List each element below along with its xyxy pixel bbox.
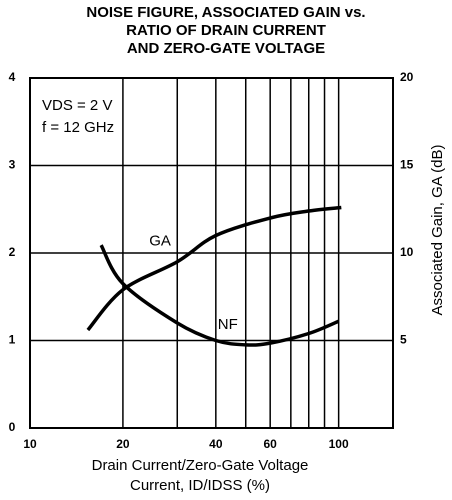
- x-axis-label: Current, ID/IDSS (%): [130, 477, 270, 494]
- y-tick-label: 3: [9, 158, 16, 172]
- y-tick-label: 4: [9, 70, 16, 84]
- y-tick-label: 2: [9, 245, 16, 259]
- y2-tick-label: 15: [400, 158, 414, 172]
- y2-tick-label: 20: [400, 70, 414, 84]
- annotation: VDS = 2 V: [42, 97, 112, 114]
- x-tick-label: 10: [23, 437, 37, 451]
- series-label: GA: [149, 233, 171, 250]
- x-tick-label: 60: [263, 437, 277, 451]
- chart-title: AND ZERO-GATE VOLTAGE: [127, 40, 325, 57]
- x-tick-label: 100: [329, 437, 349, 451]
- series-label: NF: [218, 316, 238, 333]
- chart-title: RATIO OF DRAIN CURRENT: [126, 22, 326, 39]
- plot-frame: [29, 77, 394, 429]
- annotation: f = 12 GHz: [42, 119, 114, 136]
- x-axis-label: Drain Current/Zero-Gate Voltage: [92, 457, 309, 474]
- series-line: [86, 205, 342, 332]
- y-tick-label: 0: [9, 420, 16, 434]
- chart-title: NOISE FIGURE, ASSOCIATED GAIN vs.: [86, 4, 365, 21]
- x-tick-label: 40: [209, 437, 223, 451]
- y2-tick-label: 5: [400, 333, 407, 347]
- x-tick-label: 20: [116, 437, 130, 451]
- y-tick-label: 1: [9, 333, 16, 347]
- y2-tick-label: 10: [400, 245, 414, 259]
- y2-axis-label: Associated Gain, GA (dB): [429, 145, 446, 316]
